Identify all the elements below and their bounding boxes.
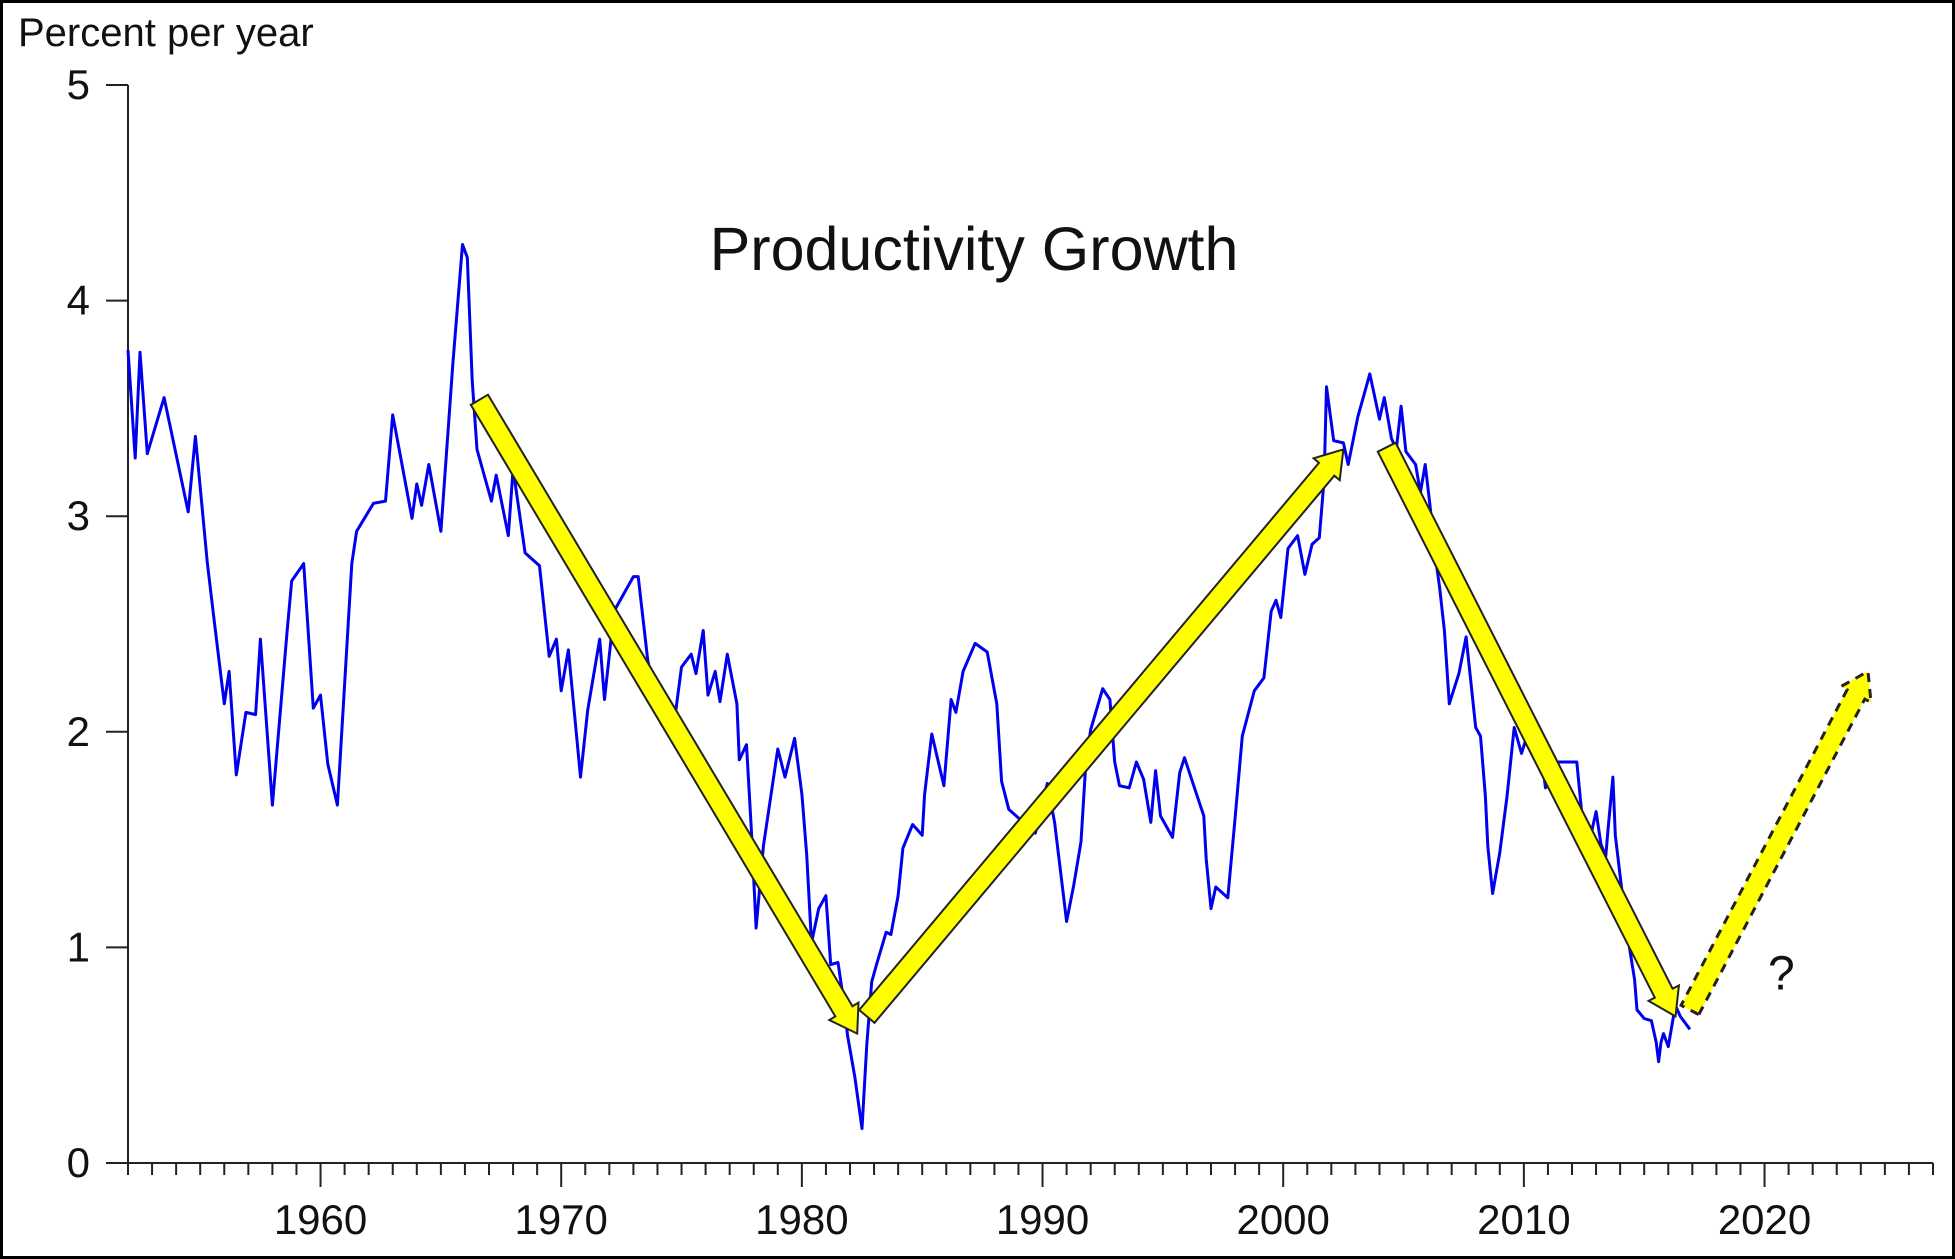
y-axis-label: Percent per year [18,11,314,55]
y-tick-label: 5 [67,61,90,108]
arrow-future-rise [1679,668,1873,1017]
x-tick-label: 2020 [1718,1196,1811,1243]
y-ticks: 0 1 2 3 4 5 [67,61,128,1186]
y-tick-label: 4 [67,277,90,324]
axes: 0 1 2 3 4 5 1960 1970 1980 1990 2000 2010 2020 [67,61,1934,1243]
series-line-productivity [126,243,1692,1130]
x-ticks: 1960 1970 1980 1990 2000 2010 2020 [127,1163,1934,1243]
x-tick-label: 2010 [1477,1196,1570,1243]
chart-title: Productivity Growth [710,215,1239,283]
arrow-decline-2004-2016 [1376,441,1681,1019]
x-tick-label: 1990 [996,1196,1089,1243]
y-tick-label: 3 [67,492,90,539]
x-tick-label: 1980 [755,1196,848,1243]
question-mark-annotation: ? [1768,947,1795,1000]
arrow-rise-1982-2002 [857,448,1345,1025]
x-tick-label: 1970 [514,1196,607,1243]
arrow-decline-1966-1982 [469,393,860,1036]
y-tick-label: 1 [67,923,90,970]
y-tick-label: 0 [67,1139,90,1186]
x-tick-label: 1960 [274,1196,367,1243]
series-layer [126,243,1692,1130]
arrow-layer [469,393,1873,1036]
y-tick-label: 2 [67,708,90,755]
x-tick-label: 2000 [1236,1196,1329,1243]
